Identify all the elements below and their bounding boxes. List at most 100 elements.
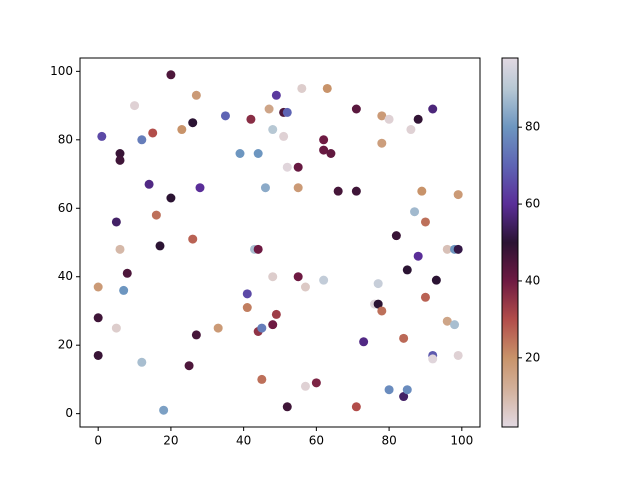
point xyxy=(297,83,307,93)
point xyxy=(384,385,394,395)
point xyxy=(413,251,423,261)
point xyxy=(213,323,223,333)
point xyxy=(257,323,267,333)
point xyxy=(93,313,103,323)
point xyxy=(115,155,125,165)
point xyxy=(195,183,205,193)
colorbar-tick-label: 20 xyxy=(525,350,540,364)
point xyxy=(351,186,361,196)
point xyxy=(450,320,460,330)
point xyxy=(391,231,401,241)
point xyxy=(166,70,176,80)
point xyxy=(300,282,310,292)
point xyxy=(268,272,278,282)
point xyxy=(428,104,438,114)
point xyxy=(279,131,289,141)
point xyxy=(111,323,121,333)
point xyxy=(293,272,303,282)
point xyxy=(260,183,270,193)
point xyxy=(115,244,125,254)
point xyxy=(166,193,176,203)
x-tick-label: 100 xyxy=(450,434,473,448)
point xyxy=(453,244,463,254)
y-tick-label: 60 xyxy=(58,201,73,215)
point xyxy=(377,138,387,148)
point xyxy=(453,350,463,360)
point xyxy=(351,104,361,114)
point xyxy=(268,125,278,135)
point xyxy=(319,275,329,285)
point xyxy=(410,207,420,217)
point xyxy=(453,190,463,200)
point xyxy=(97,131,107,141)
point xyxy=(130,101,140,111)
y-tick-label: 20 xyxy=(58,338,73,352)
point xyxy=(271,309,281,319)
point xyxy=(333,186,343,196)
point xyxy=(268,320,278,330)
plot-frame xyxy=(79,57,481,428)
point xyxy=(246,114,256,124)
point xyxy=(420,292,430,302)
point xyxy=(282,402,292,412)
point xyxy=(431,275,441,285)
x-tick-label: 80 xyxy=(381,434,396,448)
point xyxy=(319,145,329,155)
colorbar-tick-label: 60 xyxy=(525,197,540,211)
x-tick-label: 60 xyxy=(309,434,324,448)
point xyxy=(311,378,321,388)
point xyxy=(177,125,187,135)
point xyxy=(137,357,147,367)
point xyxy=(119,285,129,295)
point xyxy=(191,330,201,340)
x-tick-label: 0 xyxy=(94,434,102,448)
point xyxy=(93,282,103,292)
point xyxy=(322,83,332,93)
point xyxy=(155,241,165,251)
colorbar-tick-label: 80 xyxy=(525,120,540,134)
point xyxy=(442,244,452,254)
point xyxy=(442,316,452,326)
point xyxy=(282,162,292,172)
point xyxy=(264,104,274,114)
point xyxy=(373,279,383,289)
point xyxy=(122,268,132,278)
point xyxy=(188,118,198,128)
point xyxy=(282,107,292,117)
point xyxy=(420,217,430,227)
point xyxy=(300,381,310,391)
y-tick-label: 0 xyxy=(65,406,73,420)
point xyxy=(326,149,336,159)
point xyxy=(93,350,103,360)
point xyxy=(402,265,412,275)
point xyxy=(377,306,387,316)
point xyxy=(402,385,412,395)
point xyxy=(159,405,169,415)
point xyxy=(188,234,198,244)
point xyxy=(148,128,158,138)
x-tick-label: 40 xyxy=(236,434,251,448)
point xyxy=(377,111,387,121)
point xyxy=(242,289,252,299)
point xyxy=(257,374,267,384)
y-tick-label: 80 xyxy=(58,132,73,146)
point xyxy=(144,179,154,189)
point xyxy=(399,333,409,343)
point xyxy=(220,111,230,121)
point xyxy=(115,149,125,159)
point xyxy=(235,149,245,159)
x-tick-label: 20 xyxy=(163,434,178,448)
point xyxy=(184,361,194,371)
point xyxy=(399,392,409,402)
colorbar xyxy=(501,57,519,428)
point xyxy=(242,303,252,313)
point xyxy=(271,90,281,100)
y-tick-label: 40 xyxy=(58,269,73,283)
point xyxy=(137,135,147,145)
point xyxy=(319,135,329,145)
point xyxy=(111,217,121,227)
point xyxy=(151,210,161,220)
point xyxy=(359,337,369,347)
point xyxy=(417,186,427,196)
